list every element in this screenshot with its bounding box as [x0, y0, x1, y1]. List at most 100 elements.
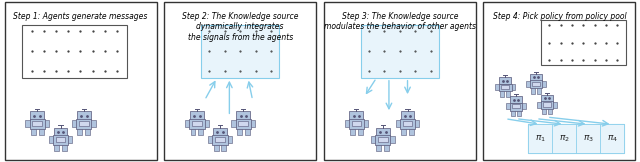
- Bar: [214, 145, 219, 151]
- Bar: [45, 120, 49, 127]
- Bar: [511, 84, 515, 90]
- Bar: [541, 95, 553, 102]
- Bar: [543, 102, 551, 107]
- Bar: [349, 111, 364, 120]
- Text: Step 3: The Knowledge source
modulates the behavior of other agents: Step 3: The Knowledge source modulates t…: [324, 12, 476, 31]
- Bar: [499, 84, 511, 91]
- Bar: [239, 121, 248, 126]
- Bar: [517, 111, 521, 116]
- Bar: [31, 129, 36, 135]
- Bar: [401, 111, 415, 120]
- FancyBboxPatch shape: [4, 2, 157, 160]
- Bar: [68, 136, 72, 143]
- Bar: [62, 145, 67, 151]
- Bar: [541, 20, 626, 65]
- Bar: [499, 77, 511, 84]
- Bar: [215, 137, 225, 142]
- Bar: [541, 109, 546, 115]
- Bar: [509, 103, 522, 111]
- Bar: [85, 129, 90, 135]
- Bar: [49, 136, 53, 143]
- Bar: [552, 124, 577, 153]
- Bar: [506, 91, 510, 97]
- Bar: [361, 25, 438, 78]
- Text: Step 2: The Knowledge source
dynamically integrates
the signals from the agents: Step 2: The Knowledge source dynamically…: [182, 12, 298, 42]
- Bar: [56, 137, 65, 142]
- FancyBboxPatch shape: [164, 2, 316, 160]
- Bar: [22, 25, 127, 78]
- Bar: [221, 145, 227, 151]
- Bar: [79, 121, 88, 126]
- Bar: [537, 102, 541, 108]
- Bar: [554, 102, 557, 108]
- Bar: [522, 104, 526, 110]
- Bar: [530, 80, 543, 88]
- Bar: [376, 127, 390, 136]
- Bar: [236, 111, 250, 120]
- Bar: [54, 145, 59, 151]
- Bar: [237, 129, 242, 135]
- Text: $\pi_4$: $\pi_4$: [607, 133, 618, 144]
- Text: $\pi_3$: $\pi_3$: [583, 133, 594, 144]
- Bar: [548, 109, 552, 115]
- Bar: [400, 119, 415, 129]
- Bar: [350, 129, 355, 135]
- Bar: [600, 124, 625, 153]
- Bar: [212, 135, 228, 145]
- Bar: [375, 135, 390, 145]
- Bar: [401, 129, 406, 135]
- Bar: [541, 101, 554, 109]
- Bar: [192, 121, 202, 126]
- Bar: [376, 145, 381, 151]
- Bar: [232, 120, 236, 127]
- Bar: [30, 111, 44, 120]
- Text: $\pi_2$: $\pi_2$: [559, 133, 570, 144]
- Text: Step 4: Pick policy from policy pool: Step 4: Pick policy from policy pool: [493, 12, 626, 21]
- Bar: [53, 135, 68, 145]
- Bar: [506, 104, 509, 110]
- Bar: [76, 119, 92, 129]
- Bar: [236, 119, 251, 129]
- Bar: [202, 25, 279, 78]
- Bar: [396, 120, 400, 127]
- Text: $\pi_1$: $\pi_1$: [535, 133, 546, 144]
- Bar: [228, 136, 232, 143]
- Bar: [185, 120, 189, 127]
- Bar: [512, 104, 520, 108]
- Bar: [501, 85, 509, 89]
- Bar: [26, 120, 29, 127]
- Bar: [529, 124, 625, 153]
- Bar: [364, 120, 368, 127]
- Bar: [529, 124, 552, 153]
- Text: Step 1: Agents generate messages: Step 1: Agents generate messages: [13, 12, 148, 21]
- Bar: [349, 119, 364, 129]
- Bar: [213, 127, 227, 136]
- Bar: [54, 127, 67, 136]
- Bar: [190, 111, 204, 120]
- FancyBboxPatch shape: [483, 2, 636, 160]
- Bar: [191, 129, 195, 135]
- Bar: [244, 129, 250, 135]
- Bar: [351, 121, 362, 126]
- Bar: [378, 137, 388, 142]
- Bar: [403, 121, 412, 126]
- Bar: [409, 129, 414, 135]
- Bar: [251, 120, 255, 127]
- Bar: [358, 129, 363, 135]
- Bar: [208, 136, 212, 143]
- Bar: [198, 129, 203, 135]
- Bar: [38, 129, 44, 135]
- Bar: [500, 91, 504, 97]
- Bar: [543, 81, 546, 87]
- Bar: [29, 119, 45, 129]
- Bar: [537, 88, 541, 94]
- Bar: [511, 111, 515, 116]
- Bar: [531, 88, 535, 94]
- Bar: [577, 124, 600, 153]
- Bar: [495, 84, 499, 90]
- Bar: [77, 111, 91, 120]
- Bar: [189, 119, 205, 129]
- Bar: [510, 96, 522, 104]
- Bar: [92, 120, 95, 127]
- Bar: [531, 74, 542, 81]
